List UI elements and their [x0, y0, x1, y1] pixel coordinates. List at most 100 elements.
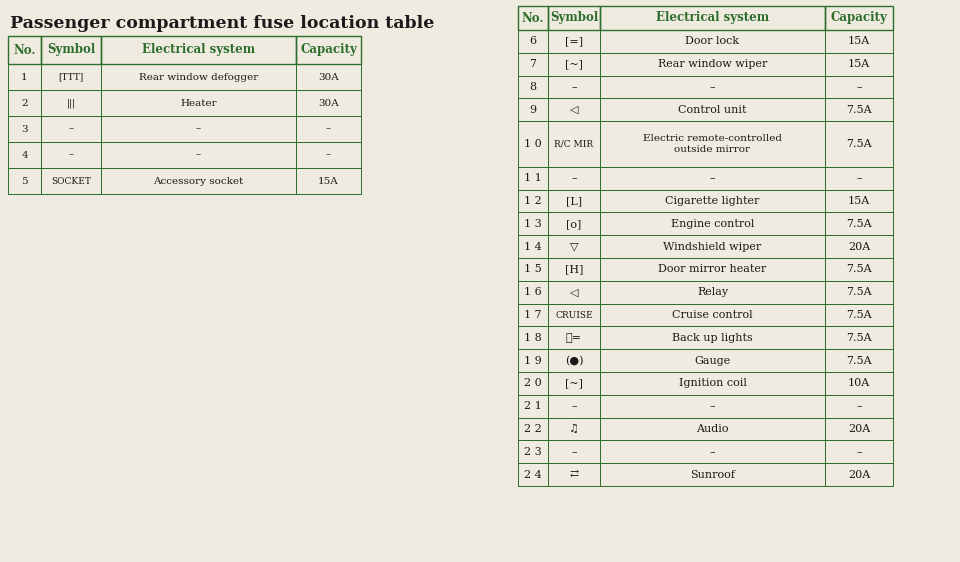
Text: 1 8: 1 8 — [524, 333, 541, 343]
Bar — [518, 76, 548, 98]
Text: |||: ||| — [66, 98, 76, 108]
Text: Symbol: Symbol — [550, 11, 598, 25]
Bar — [101, 90, 296, 116]
Text: 2 3: 2 3 — [524, 447, 541, 457]
Bar — [8, 168, 41, 194]
Text: 5: 5 — [21, 176, 28, 185]
Bar — [825, 395, 893, 418]
Text: Cigarette lighter: Cigarette lighter — [665, 196, 759, 206]
Text: 7.5A: 7.5A — [846, 310, 872, 320]
Bar — [518, 441, 548, 463]
Text: Control unit: Control unit — [679, 105, 747, 115]
Text: Sunroof: Sunroof — [690, 470, 735, 479]
Bar — [548, 372, 600, 395]
Bar — [825, 327, 893, 349]
Text: –: – — [196, 151, 202, 160]
Bar — [41, 64, 101, 90]
Bar — [600, 418, 825, 441]
Bar — [101, 64, 296, 90]
Bar — [518, 281, 548, 303]
Text: –: – — [856, 401, 862, 411]
Bar — [518, 349, 548, 372]
Text: –: – — [571, 82, 577, 92]
Text: Engine control: Engine control — [671, 219, 755, 229]
Text: –: – — [68, 151, 74, 160]
Text: 7.5A: 7.5A — [846, 264, 872, 274]
Bar — [825, 121, 893, 167]
Text: –: – — [856, 82, 862, 92]
Text: (●): (●) — [564, 355, 584, 366]
Text: 15A: 15A — [848, 196, 870, 206]
Text: Ⓡ=: Ⓡ= — [566, 333, 582, 343]
Text: 1: 1 — [21, 72, 28, 81]
Text: Door mirror heater: Door mirror heater — [659, 264, 767, 274]
Bar — [825, 6, 893, 30]
Bar — [296, 142, 361, 168]
Bar — [518, 303, 548, 327]
Bar — [8, 90, 41, 116]
Bar — [600, 30, 825, 53]
Bar — [296, 36, 361, 64]
Bar — [825, 303, 893, 327]
Bar — [548, 395, 600, 418]
Text: 30A: 30A — [318, 98, 339, 107]
Bar — [600, 167, 825, 189]
Bar — [518, 167, 548, 189]
Bar — [518, 258, 548, 281]
Bar — [518, 327, 548, 349]
Text: 4: 4 — [21, 151, 28, 160]
Text: 10A: 10A — [848, 378, 870, 388]
Bar — [825, 349, 893, 372]
Text: 9: 9 — [529, 105, 537, 115]
Text: Capacity: Capacity — [300, 43, 357, 57]
Text: 1 7: 1 7 — [524, 310, 541, 320]
Bar — [548, 258, 600, 281]
Bar — [296, 168, 361, 194]
Bar — [518, 463, 548, 486]
Bar — [518, 98, 548, 121]
Text: –: – — [856, 447, 862, 457]
Text: 2 0: 2 0 — [524, 378, 541, 388]
Bar — [600, 441, 825, 463]
Text: Rear window wiper: Rear window wiper — [658, 59, 767, 69]
Bar — [600, 6, 825, 30]
Text: [=]: [=] — [564, 37, 583, 47]
Text: 7.5A: 7.5A — [846, 139, 872, 149]
Text: [H]: [H] — [564, 264, 584, 274]
Bar — [518, 189, 548, 212]
Text: 1 2: 1 2 — [524, 196, 541, 206]
Bar — [41, 142, 101, 168]
Text: 6: 6 — [529, 37, 537, 47]
Bar — [600, 53, 825, 76]
Bar — [600, 395, 825, 418]
Bar — [600, 189, 825, 212]
Text: 2: 2 — [21, 98, 28, 107]
Text: 1 3: 1 3 — [524, 219, 541, 229]
Text: Relay: Relay — [697, 287, 728, 297]
Text: Electric remote-controlled
outside mirror: Electric remote-controlled outside mirro… — [643, 134, 782, 155]
Bar — [600, 372, 825, 395]
Bar — [600, 235, 825, 258]
Text: 1 6: 1 6 — [524, 287, 541, 297]
Bar — [41, 168, 101, 194]
Text: Ignition coil: Ignition coil — [679, 378, 747, 388]
Bar — [518, 395, 548, 418]
Bar — [825, 463, 893, 486]
Bar — [548, 235, 600, 258]
Bar — [825, 189, 893, 212]
Text: [L]: [L] — [566, 196, 582, 206]
Bar — [600, 303, 825, 327]
Text: –: – — [325, 125, 331, 134]
Text: 15A: 15A — [318, 176, 339, 185]
Bar — [825, 418, 893, 441]
Text: –: – — [709, 401, 715, 411]
Bar — [548, 76, 600, 98]
Bar — [600, 76, 825, 98]
Bar — [296, 116, 361, 142]
Bar — [825, 235, 893, 258]
Bar — [600, 281, 825, 303]
Text: 2 4: 2 4 — [524, 470, 541, 479]
Text: –: – — [68, 125, 74, 134]
Text: 3: 3 — [21, 125, 28, 134]
Text: 8: 8 — [529, 82, 537, 92]
